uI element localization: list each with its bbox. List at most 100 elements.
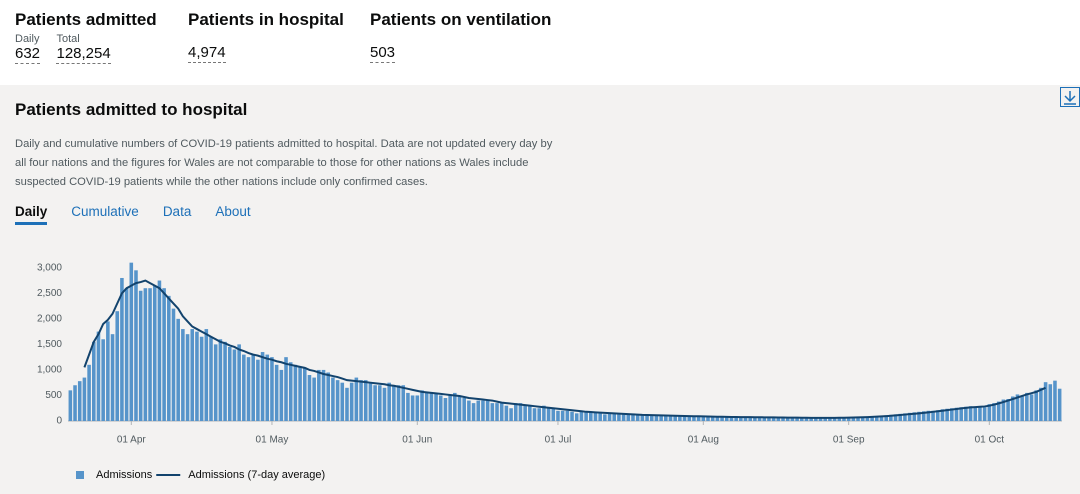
bar — [396, 385, 401, 421]
bar — [242, 354, 246, 421]
bar — [903, 413, 907, 421]
bar — [837, 417, 842, 421]
bar — [462, 398, 466, 421]
tab[interactable]: Data — [162, 204, 192, 219]
bar — [293, 364, 298, 421]
bar — [429, 392, 434, 421]
bar — [987, 404, 992, 421]
y-tick-label: 500 — [45, 390, 62, 401]
headline: Patients in hospital 4,974 — [188, 10, 344, 63]
bar — [176, 318, 180, 421]
metric-value[interactable]: 4,974 — [188, 44, 226, 63]
bar — [767, 417, 771, 421]
bar — [1001, 399, 1006, 421]
bar — [387, 382, 391, 421]
metric-value[interactable]: 128,254 — [56, 45, 111, 64]
x-tick-label: 01 Sep — [833, 435, 865, 446]
card-description: Daily and cumulative numbers of COVID-19… — [15, 138, 553, 188]
bar — [532, 408, 537, 421]
bar — [537, 408, 541, 421]
bar — [438, 395, 443, 421]
bar — [485, 400, 490, 421]
bar — [950, 408, 954, 421]
bar — [860, 416, 865, 421]
bar — [1029, 394, 1034, 421]
bar — [654, 415, 659, 421]
headline: Patients on ventilation 503 — [370, 10, 551, 63]
bar — [223, 341, 227, 421]
bar — [471, 403, 476, 421]
bar — [954, 407, 959, 421]
bar — [846, 417, 851, 421]
metric-value[interactable]: 503 — [370, 44, 396, 63]
bar — [382, 387, 387, 421]
bar — [73, 385, 77, 421]
bar — [218, 339, 223, 421]
bar — [720, 416, 724, 421]
bar — [185, 334, 190, 421]
bar — [739, 417, 743, 421]
bar — [734, 417, 738, 421]
metric-label: Daily — [15, 33, 40, 45]
bar — [1053, 380, 1057, 421]
x-tick-label: 01 Jun — [402, 435, 432, 446]
bar — [973, 406, 978, 421]
bar — [1057, 388, 1062, 421]
y-tick-label: 1,500 — [37, 339, 62, 350]
bar — [635, 414, 640, 421]
bar — [1015, 394, 1020, 421]
bar — [715, 416, 720, 421]
bar — [565, 410, 570, 421]
bar — [134, 270, 138, 421]
bar — [138, 290, 143, 421]
headline-title: Patients on ventilation — [370, 10, 552, 29]
card-title: Patients admitted to hospital — [15, 100, 248, 119]
bar — [1048, 384, 1053, 421]
bar — [645, 415, 649, 421]
bar — [823, 417, 828, 421]
bar — [476, 400, 481, 421]
bar — [349, 382, 354, 421]
bar — [518, 403, 523, 421]
bar — [237, 344, 241, 421]
bar — [345, 387, 349, 421]
bar — [621, 414, 626, 421]
bar — [284, 357, 288, 421]
bar — [842, 417, 846, 421]
bar — [851, 417, 856, 421]
bar — [678, 416, 682, 421]
bar — [424, 392, 429, 421]
bar — [781, 417, 785, 421]
bar — [321, 369, 326, 421]
bar — [256, 359, 260, 421]
bar — [120, 277, 124, 421]
tab[interactable]: Cumulative — [71, 204, 139, 219]
bar — [495, 403, 499, 421]
y-tick-label: 2,500 — [37, 288, 62, 299]
bar — [776, 417, 781, 421]
bar — [682, 416, 687, 421]
bar — [753, 417, 757, 421]
bar — [598, 413, 602, 421]
tab[interactable]: About — [215, 204, 251, 219]
metric-value[interactable]: 632 — [15, 45, 41, 64]
bar — [968, 406, 973, 421]
bar — [964, 406, 968, 421]
tab[interactable]: Daily — [15, 204, 48, 225]
bar — [199, 336, 204, 421]
metric: 503 — [370, 44, 396, 63]
bar — [668, 416, 673, 421]
bar — [743, 417, 748, 421]
bar — [898, 413, 903, 421]
bar — [209, 336, 213, 421]
bar — [795, 417, 799, 421]
bar — [490, 403, 495, 421]
bar — [982, 407, 987, 421]
bar — [593, 412, 598, 421]
bar — [790, 417, 795, 421]
bar — [1039, 387, 1043, 421]
metric: 4,974 — [188, 44, 226, 63]
metric-label: Total — [56, 33, 80, 45]
headline-title: Patients in hospital — [188, 10, 344, 29]
bar — [1020, 395, 1024, 421]
